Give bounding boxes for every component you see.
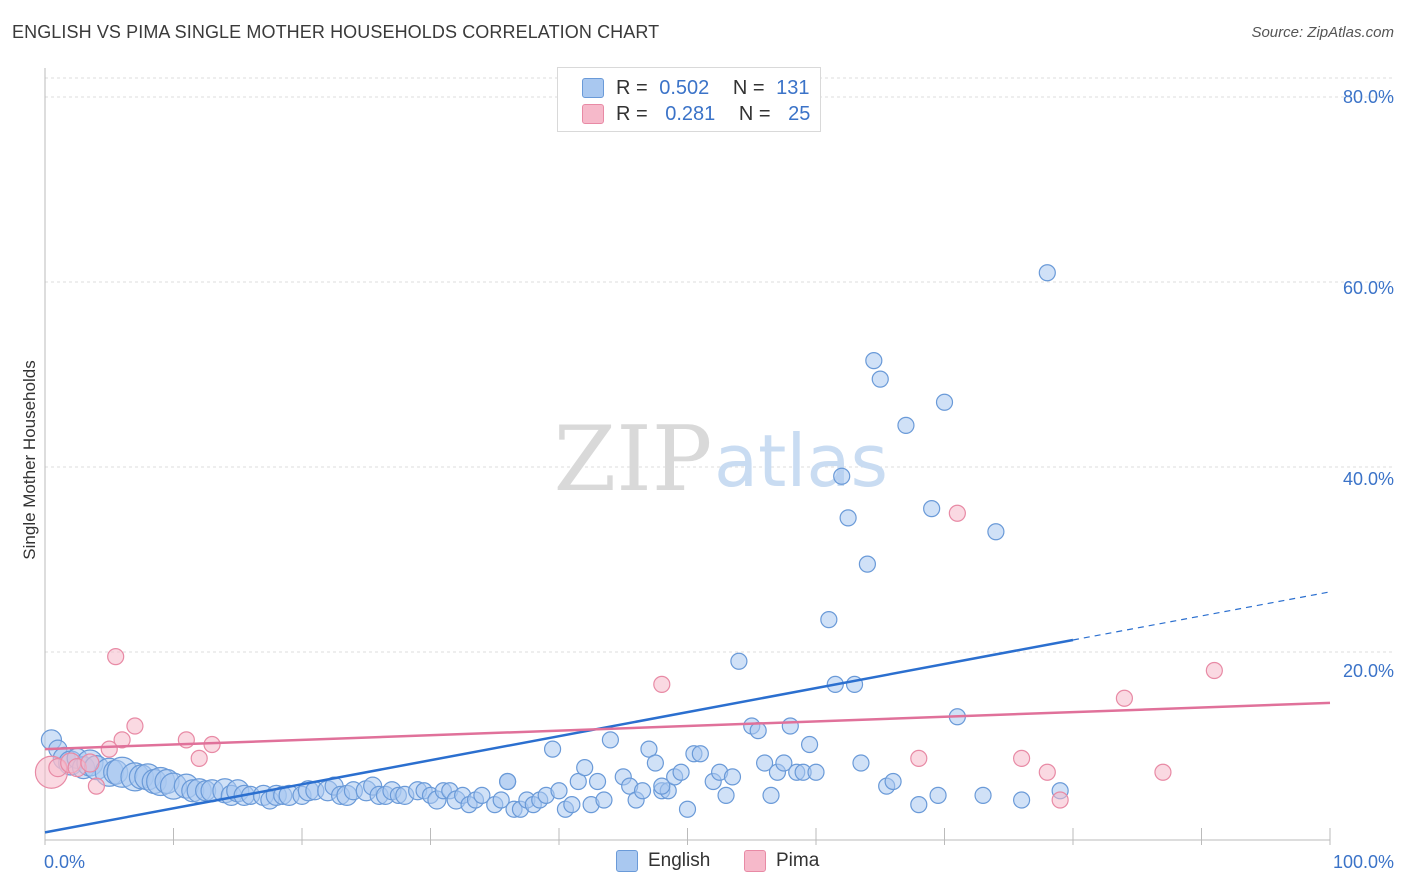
legend-english-swatch — [616, 850, 638, 872]
english-point — [987, 523, 1005, 541]
english-point — [762, 786, 780, 804]
english-point — [588, 772, 607, 791]
english-point — [852, 754, 870, 772]
pima-point — [910, 749, 928, 767]
english-point — [749, 722, 767, 740]
pima-point — [107, 648, 125, 666]
english-n-value: 131 — [776, 76, 810, 99]
legend-pima-label: Pima — [776, 850, 820, 871]
pima-point — [1038, 763, 1056, 781]
legend-item-pima[interactable]: Pima — [744, 850, 819, 872]
y-tick-label: 20.0% — [1342, 661, 1394, 681]
english-point — [923, 500, 941, 518]
english-point — [672, 763, 690, 781]
y-tick-label: 60.0% — [1342, 278, 1394, 298]
english-point — [601, 731, 620, 749]
pima-point — [113, 731, 131, 749]
stats-legend-box: R = 0.502 N = 131 R = 0.281 N = 25 — [557, 67, 821, 132]
english-point — [646, 754, 664, 772]
watermark-zip: ZIP — [554, 407, 713, 512]
pima-point — [100, 740, 118, 758]
english-point — [1012, 791, 1031, 809]
y-tick-label: 80.0% — [1342, 87, 1394, 107]
english-point — [935, 393, 954, 411]
pima-n-label: N = — [738, 102, 771, 125]
english-point — [717, 786, 735, 804]
watermark: ZIP atlas — [554, 407, 888, 512]
english-point — [730, 652, 748, 670]
english-point — [833, 467, 851, 485]
english-point — [974, 786, 992, 804]
y-tick-label: 40.0% — [1342, 469, 1394, 489]
x-tick-label-min: 0.0% — [44, 852, 86, 872]
pima-point — [1051, 791, 1069, 809]
english-r-label: R = — [616, 76, 648, 99]
grid-lines — [45, 77, 1395, 653]
y-axis-label: Single Mother Households — [20, 360, 39, 560]
english-point — [858, 555, 877, 573]
pima-point — [653, 675, 671, 693]
x-tick-label-max: 100.0% — [1332, 852, 1394, 872]
english-point — [807, 763, 825, 781]
english-point — [897, 416, 915, 434]
english-point — [633, 782, 652, 800]
pima-point — [1012, 749, 1031, 767]
pima-r-value: 0.281 — [665, 102, 716, 125]
english-point — [640, 740, 658, 758]
pima-r-label: R = — [616, 102, 648, 125]
english-point — [775, 754, 793, 772]
english-point — [884, 772, 902, 791]
english-trend-extension — [1072, 591, 1331, 641]
pima-point — [190, 749, 208, 767]
english-point — [563, 796, 581, 814]
legend-english-label: English — [648, 850, 711, 871]
trend-lines — [44, 591, 1331, 834]
english-point — [781, 717, 799, 735]
english-trend-line — [44, 638, 1074, 834]
english-point — [678, 800, 697, 818]
english-swatch — [582, 78, 604, 98]
english-point — [550, 782, 568, 800]
pima-point — [948, 504, 966, 522]
pima-n-value: 25 — [788, 102, 811, 125]
legend-pima-swatch — [744, 850, 766, 872]
english-point — [820, 611, 838, 629]
english-n-label: N = — [732, 76, 765, 99]
english-point — [595, 791, 613, 809]
english-point — [492, 791, 510, 809]
english-point — [929, 786, 947, 804]
series-pima-points — [34, 504, 1223, 809]
english-point — [576, 759, 594, 777]
english-point — [755, 754, 774, 772]
series-english-points — [40, 264, 1069, 818]
english-point — [473, 786, 491, 804]
english-point — [499, 772, 517, 791]
english-point — [1038, 264, 1056, 282]
english-point — [871, 370, 889, 388]
pima-point — [1115, 689, 1134, 707]
english-point — [723, 768, 742, 786]
english-r-value: 0.502 — [659, 76, 710, 99]
pima-swatch — [582, 104, 604, 124]
chart-title: ENGLISH VS PIMA SINGLE MOTHER HOUSEHOLDS… — [12, 22, 660, 42]
pima-point — [126, 717, 144, 735]
english-point — [800, 735, 819, 754]
pima-point — [80, 753, 100, 773]
english-point — [839, 509, 857, 527]
pima-point — [87, 777, 106, 795]
pima-point — [1154, 763, 1172, 781]
axes — [44, 68, 1331, 845]
pima-point — [1205, 661, 1223, 680]
english-point — [865, 352, 883, 370]
english-point — [569, 772, 587, 791]
english-point — [910, 796, 928, 814]
watermark-atlas: atlas — [714, 419, 888, 503]
pima-trend-line — [44, 701, 1331, 751]
english-point — [653, 777, 671, 795]
english-point — [543, 740, 562, 758]
english-point — [691, 745, 709, 763]
source-label: Source: ZipAtlas.com — [1251, 24, 1394, 41]
legend-item-english[interactable]: English — [616, 850, 710, 872]
